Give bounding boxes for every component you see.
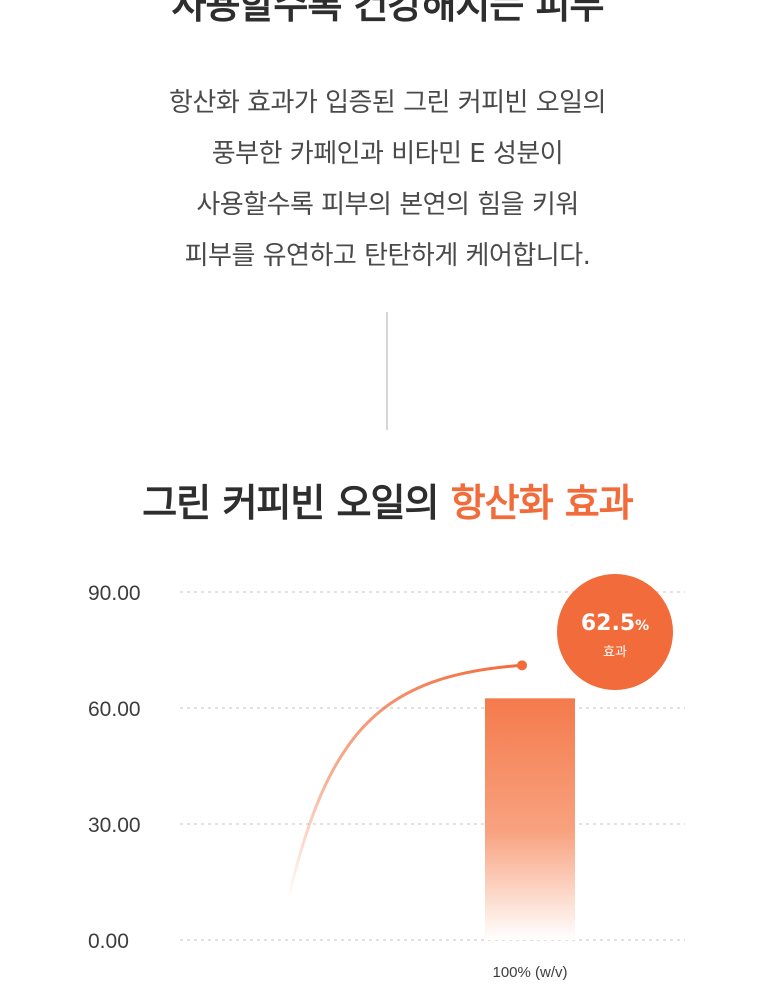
badge-value: 62.5 bbox=[581, 611, 635, 636]
bar bbox=[485, 698, 575, 940]
top-heading: 사용할수록 건강해지는 피부 bbox=[171, 0, 605, 27]
x-tick-label: 100% (w/v) bbox=[492, 964, 567, 981]
badge-label: 효과 bbox=[603, 645, 627, 660]
section-title-accent: 항산화 효과 bbox=[450, 481, 634, 525]
trend-curve bbox=[286, 663, 523, 901]
description-line: 항산화 효과가 입증된 그린 커피빈 오일의 bbox=[169, 88, 606, 118]
y-tick-label: 90.00 bbox=[88, 582, 141, 605]
description-line: 피부를 유연하고 탄탄하게 케어합니다. bbox=[184, 241, 591, 271]
y-tick-label: 0.00 bbox=[88, 930, 129, 953]
section-title: 그린 커피빈 오일의 항산화 효과 bbox=[0, 472, 775, 527]
antioxidant-bar-chart: 0.00 30.00 60.00 90.00 100% (w/v) 62.5% 효과 bbox=[88, 574, 685, 981]
value-badge: 62.5% 효과 bbox=[557, 574, 673, 690]
y-tick-label: 30.00 bbox=[88, 814, 141, 837]
trend-dot bbox=[517, 660, 527, 671]
y-tick-label: 60.00 bbox=[88, 698, 141, 721]
vertical-divider bbox=[386, 312, 388, 430]
badge-unit: % bbox=[635, 618, 649, 634]
description-line: 풍부한 카페인과 비타민 E 성분이 bbox=[211, 139, 564, 169]
section-title-main: 그린 커피빈 오일의 bbox=[142, 481, 439, 525]
svg-text:62.5%: 62.5% bbox=[581, 611, 649, 636]
description: 항산화 효과가 입증된 그린 커피빈 오일의 풍부한 카페인과 비타민 E 성분… bbox=[0, 78, 775, 282]
description-line: 사용할수록 피부의 본연의 힘을 키워 bbox=[196, 190, 579, 220]
value-badge-circle bbox=[557, 574, 673, 690]
